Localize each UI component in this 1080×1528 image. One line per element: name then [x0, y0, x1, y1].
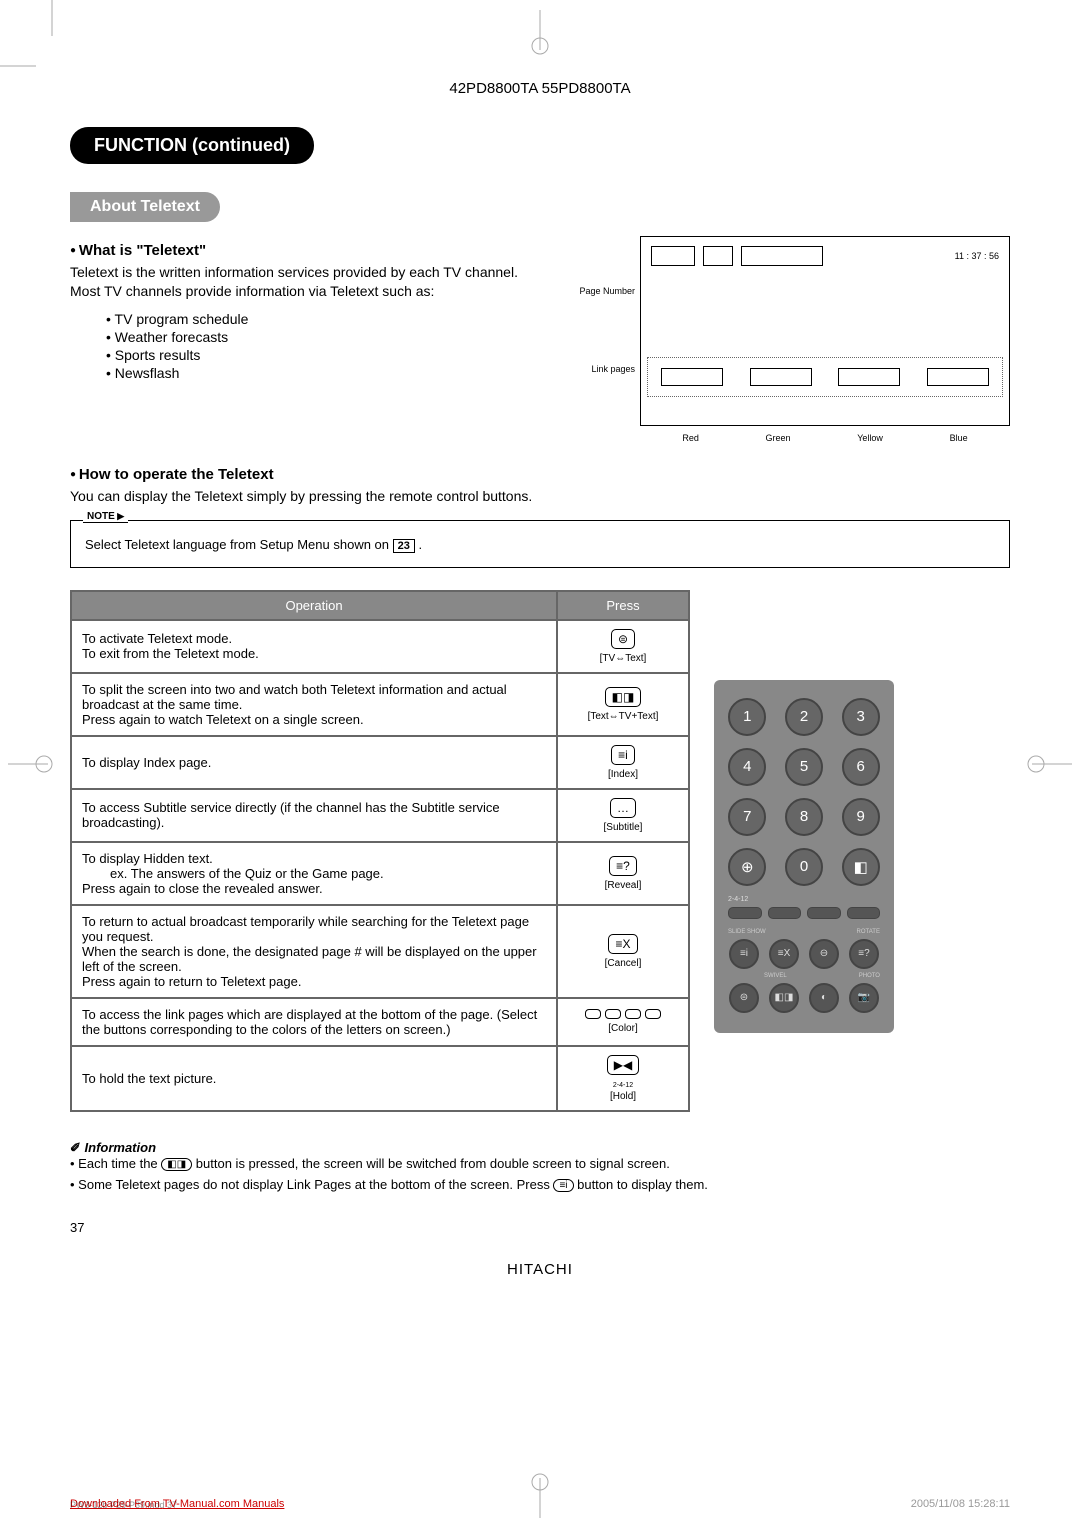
diagram-color: Blue — [950, 433, 968, 443]
bullet: Newsflash — [106, 365, 520, 381]
remote-key-1[interactable]: 1 — [728, 698, 766, 736]
remote-tvtext-icon[interactable]: ⊜ — [729, 983, 759, 1013]
teletext-diagram: 11 : 37 : 56 Red Green Yellow Blue — [640, 236, 1010, 426]
bullet: Sports results — [106, 347, 520, 363]
what-intro: Teletext is the written information serv… — [70, 263, 520, 301]
index-inline-icon: ≡i — [553, 1179, 573, 1192]
diagram-color: Red — [682, 433, 699, 443]
remote-split-icon[interactable]: ◧◨ — [769, 983, 799, 1013]
footer-bottom: Downloaded From TV-Manual.com Manuals PW… — [70, 1498, 1010, 1510]
what-bullets: TV program schedule Weather forecasts Sp… — [106, 311, 520, 381]
model-header: 42PD8800TA 55PD8800TA — [70, 80, 1010, 97]
color-icon — [585, 1009, 661, 1019]
table-row: To access the link pages which are displ… — [71, 998, 689, 1046]
diagram-color: Green — [766, 433, 791, 443]
brand: HITACHI — [70, 1261, 1010, 1278]
remote-slideshow-icon[interactable]: ⊖ — [809, 939, 839, 969]
how-heading: How to operate the Teletext — [70, 466, 1010, 483]
page-ref: 23 — [393, 539, 415, 553]
subtitle-icon: … — [610, 798, 636, 818]
remote-key-hold[interactable]: ⊕ — [728, 848, 766, 886]
split-icon: ◧◨ — [605, 687, 642, 707]
col-press: Press — [557, 591, 689, 620]
remote-key-2[interactable]: 2 — [785, 698, 823, 736]
table-row: To hold the text picture. ▶◀2-4-12[Hold] — [71, 1046, 689, 1111]
table-row: To activate Teletext mode. To exit from … — [71, 620, 689, 673]
page-number: 37 — [70, 1220, 1010, 1235]
remote-key-3[interactable]: 3 — [842, 698, 880, 736]
table-row: To split the screen into two and watch b… — [71, 673, 689, 736]
remote-photo-icon[interactable]: 📷 — [849, 983, 879, 1013]
note-text-a: Select Teletext language from Setup Menu… — [85, 537, 393, 552]
cancel-icon: ≡X — [608, 934, 637, 954]
remote-key-6[interactable]: 6 — [842, 748, 880, 786]
index-icon: ≡i — [611, 745, 635, 765]
timestamp: 2005/11/08 15:28:11 — [911, 1498, 1010, 1510]
table-row: To access Subtitle service directly (if … — [71, 789, 689, 842]
diagram-time: 11 : 37 : 56 — [955, 251, 999, 261]
subsection-title: About Teletext — [70, 192, 220, 222]
bullet: Weather forecasts — [106, 329, 520, 345]
remote-key-5[interactable]: 5 — [785, 748, 823, 786]
col-operation: Operation — [71, 591, 557, 620]
diagram-page-label: Page Number — [579, 286, 635, 296]
hold-icon: ▶◀ — [607, 1055, 639, 1075]
remote-index-icon[interactable]: ≡i — [729, 939, 759, 969]
remote-reveal-icon[interactable]: ≡? — [849, 939, 879, 969]
split-inline-icon: ◧◨ — [161, 1158, 192, 1171]
reveal-icon: ≡? — [609, 856, 637, 876]
diagram-link-label: Link pages — [591, 364, 635, 374]
remote-key-0[interactable]: 0 — [785, 848, 823, 886]
what-heading: What is "Teletext" — [70, 242, 520, 259]
remote-key-8[interactable]: 8 — [785, 798, 823, 836]
note-tag: NOTE — [83, 511, 128, 523]
remote-sublabel: 2-4-12 — [728, 896, 880, 903]
indd-filename: PW3-12b P25-P39.indd 37 — [70, 1500, 177, 1510]
diagram-color: Yellow — [857, 433, 883, 443]
remote-key-9[interactable]: 9 — [842, 798, 880, 836]
note-text-b: . — [419, 537, 423, 552]
remote-cancel-icon[interactable]: ≡X — [769, 939, 799, 969]
remote-key-4[interactable]: 4 — [728, 748, 766, 786]
how-intro: You can display the Teletext simply by p… — [70, 487, 1010, 506]
table-row: To display Hidden text. ex. The answers … — [71, 842, 689, 905]
remote-swivel-icon[interactable]: ◐ — [809, 983, 839, 1013]
tv-text-icon: ⊜ — [611, 629, 635, 649]
remote-key-7[interactable]: 7 — [728, 798, 766, 836]
remote-color-row[interactable] — [728, 907, 880, 919]
table-row: To display Index page. ≡i[Index] — [71, 736, 689, 789]
information-block: Information • Each time the ◧◨ button is… — [70, 1140, 1010, 1192]
remote-panel: 1 2 3 4 5 6 7 8 9 ⊕ 0 ◧ 2-4-12 SLIDE SHO… — [714, 680, 894, 1033]
operations-table: Operation Press To activate Teletext mod… — [70, 590, 690, 1112]
note-box: NOTE Select Teletext language from Setup… — [70, 520, 1010, 568]
bullet: TV program schedule — [106, 311, 520, 327]
page: 42PD8800TA 55PD8800TA FUNCTION (continue… — [0, 0, 1080, 1528]
info-heading: Information — [70, 1140, 1010, 1156]
table-row: To return to actual broadcast temporaril… — [71, 905, 689, 998]
section-title: FUNCTION (continued) — [70, 127, 314, 164]
remote-key-split[interactable]: ◧ — [842, 848, 880, 886]
